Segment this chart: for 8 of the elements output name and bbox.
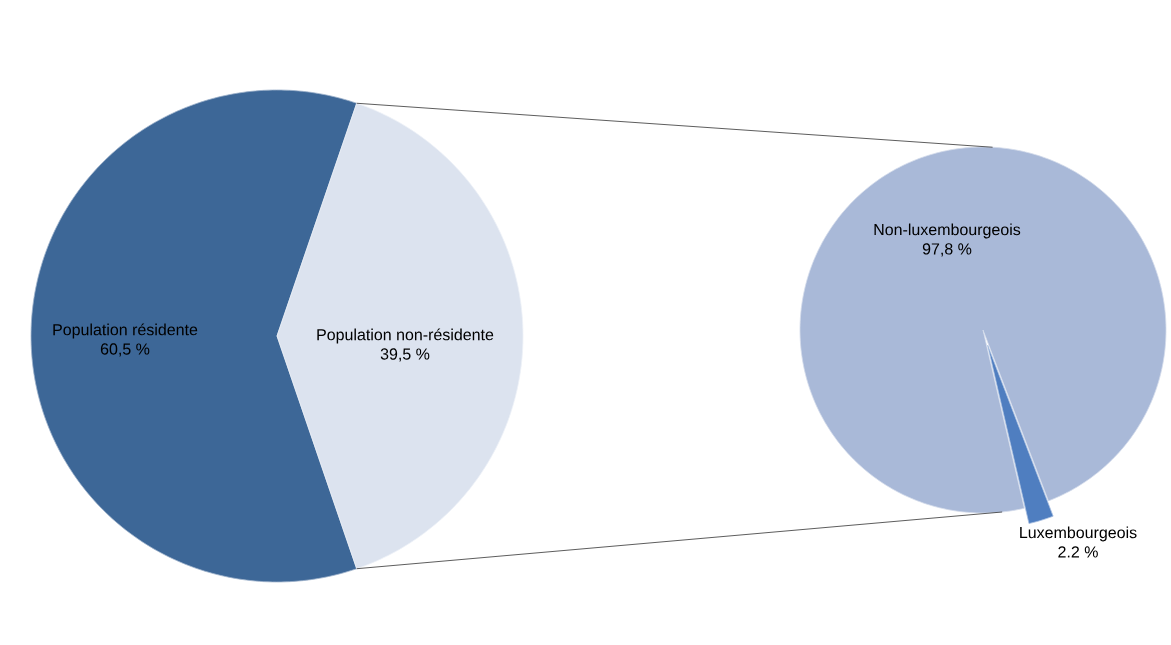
- slice-label: Non-luxembourgeois: [874, 223, 1021, 239]
- data-label: 39,5 %: [380, 348, 430, 362]
- data-label: 2.2 %: [1058, 546, 1098, 558]
- slice-label: Population résidente: [53, 323, 198, 339]
- slice-label: Population non-résidente: [317, 328, 494, 344]
- data-label: 97,8 %: [922, 243, 972, 257]
- data-label: 60,5 %: [100, 343, 150, 357]
- slice-label: Luxembourgeois: [1020, 526, 1137, 542]
